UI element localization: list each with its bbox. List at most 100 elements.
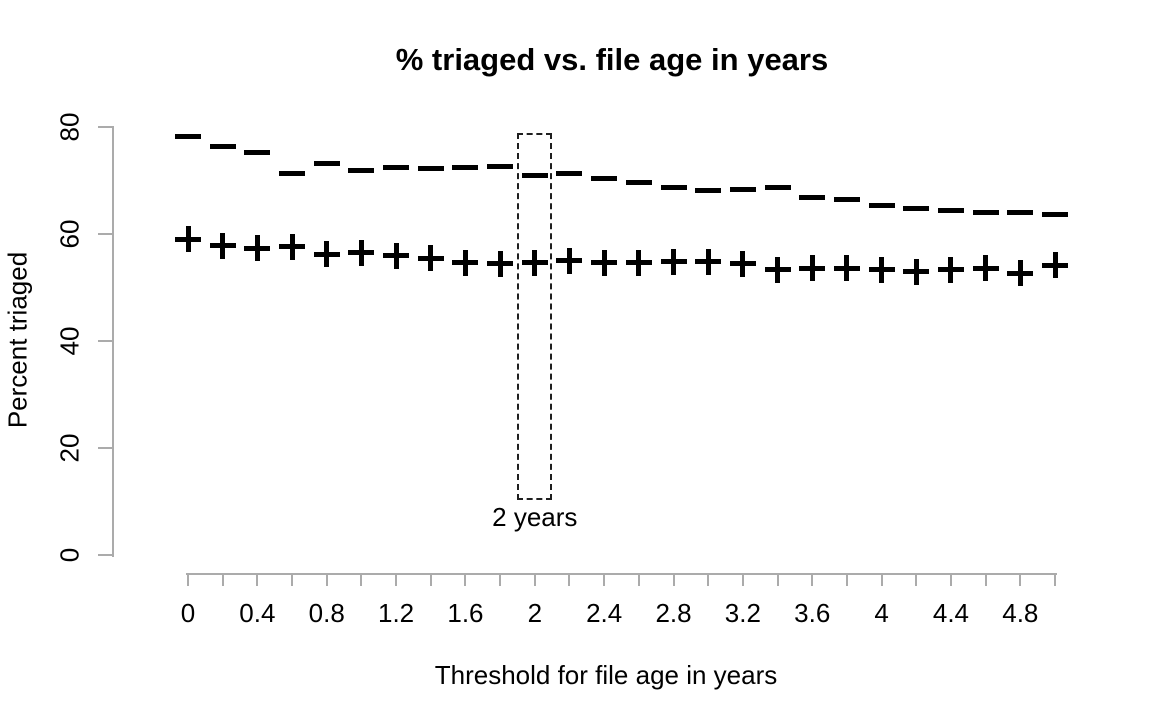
chart-title: % triaged vs. file age in years — [395, 42, 829, 77]
x-tick — [429, 573, 432, 586]
x-tick — [187, 573, 189, 586]
x-tick — [741, 573, 744, 586]
y-tick — [98, 447, 114, 449]
data-point-plus — [209, 232, 236, 259]
data-point-dash — [279, 171, 306, 177]
data-point-plus — [799, 255, 826, 282]
data-point-plus — [452, 249, 479, 276]
x-tick — [1019, 573, 1022, 586]
x-tick-label: 3.2 — [724, 598, 761, 628]
data-point-dash — [729, 186, 756, 192]
x-tick — [949, 573, 952, 586]
data-point-dash — [417, 165, 444, 171]
data-point-plus — [833, 255, 860, 282]
x-tick-label: 0.8 — [308, 598, 345, 628]
y-axis-title: Percent triaged — [2, 251, 33, 429]
data-point-plus — [764, 256, 791, 283]
x-tick — [533, 573, 536, 586]
x-tick-label: 4.4 — [932, 598, 970, 628]
x-tick — [880, 573, 883, 586]
data-point-dash — [799, 194, 826, 200]
data-point-plus — [348, 239, 375, 266]
x-tick-label: 2.4 — [586, 598, 623, 628]
data-point-dash — [556, 170, 583, 176]
data-point-dash — [937, 208, 964, 214]
data-point-plus — [417, 245, 444, 272]
x-tick — [360, 573, 363, 586]
y-tick-label: 80 — [54, 112, 85, 142]
data-point-plus — [729, 250, 756, 277]
data-point-dash — [660, 185, 687, 191]
data-point-plus — [972, 255, 999, 282]
x-tick — [776, 573, 779, 586]
data-point-dash — [487, 164, 514, 170]
data-point-plus — [903, 258, 930, 285]
y-tick-label: 60 — [54, 219, 85, 249]
x-tick-label: 2.8 — [655, 598, 692, 628]
y-tick-label: 20 — [54, 433, 85, 463]
y-tick — [98, 340, 114, 342]
data-point-dash — [903, 206, 930, 212]
x-tick — [464, 573, 467, 586]
data-point-plus — [1007, 260, 1034, 287]
data-point-plus — [937, 256, 964, 283]
x-tick — [499, 573, 502, 586]
data-point-plus — [660, 248, 687, 275]
data-point-dash — [452, 164, 479, 170]
data-point-plus — [383, 242, 410, 269]
x-tick-label: 0.4 — [239, 598, 276, 628]
y-tick — [98, 233, 114, 235]
x-tick — [984, 573, 987, 586]
data-point-dash — [175, 133, 201, 139]
annotation-label: 2 years — [492, 501, 578, 532]
data-point-dash — [348, 167, 375, 173]
x-tick — [915, 573, 918, 586]
data-point-plus — [521, 249, 548, 276]
data-point-dash — [833, 197, 860, 203]
x-tick-label: 0 — [180, 598, 196, 628]
data-point-dash — [764, 185, 791, 191]
x-tick — [845, 573, 848, 586]
x-tick — [221, 573, 224, 586]
x-axis-line — [186, 573, 1057, 575]
data-point-plus — [591, 249, 618, 276]
x-tick — [325, 573, 328, 586]
data-point-dash — [521, 173, 548, 179]
data-point-dash — [868, 202, 895, 208]
data-point-plus — [556, 247, 583, 274]
x-tick — [395, 573, 398, 586]
data-point-plus — [313, 241, 340, 268]
data-point-dash — [209, 144, 236, 150]
x-axis-title: Threshold for file age in years — [434, 660, 778, 690]
data-point-dash — [383, 165, 410, 171]
data-point-dash — [695, 187, 722, 193]
x-tick — [568, 573, 571, 586]
data-point-plus — [695, 248, 722, 275]
y-tick — [98, 554, 114, 556]
data-point-plus — [244, 235, 271, 262]
y-axis-line — [112, 127, 114, 557]
data-point-plus — [175, 226, 201, 253]
data-point-dash — [625, 179, 652, 185]
data-point-plus — [1042, 252, 1068, 279]
x-tick — [707, 573, 710, 586]
x-tick — [672, 573, 675, 586]
data-point-dash — [313, 160, 340, 166]
data-point-dash — [244, 150, 271, 156]
data-point-plus — [868, 256, 895, 283]
data-point-dash — [1042, 212, 1068, 218]
y-tick — [98, 126, 114, 128]
x-tick-label: 1.2 — [378, 598, 415, 628]
y-tick-label: 0 — [54, 547, 85, 563]
x-tick — [811, 573, 814, 586]
x-tick — [637, 573, 640, 586]
annotation-box — [517, 132, 553, 500]
x-tick-label: 4.8 — [1002, 598, 1039, 628]
x-tick-label: 4 — [874, 598, 889, 628]
y-tick-label: 40 — [54, 326, 85, 356]
data-point-dash — [972, 209, 999, 215]
data-point-dash — [591, 175, 618, 181]
x-tick — [1054, 573, 1056, 586]
x-tick — [603, 573, 606, 586]
